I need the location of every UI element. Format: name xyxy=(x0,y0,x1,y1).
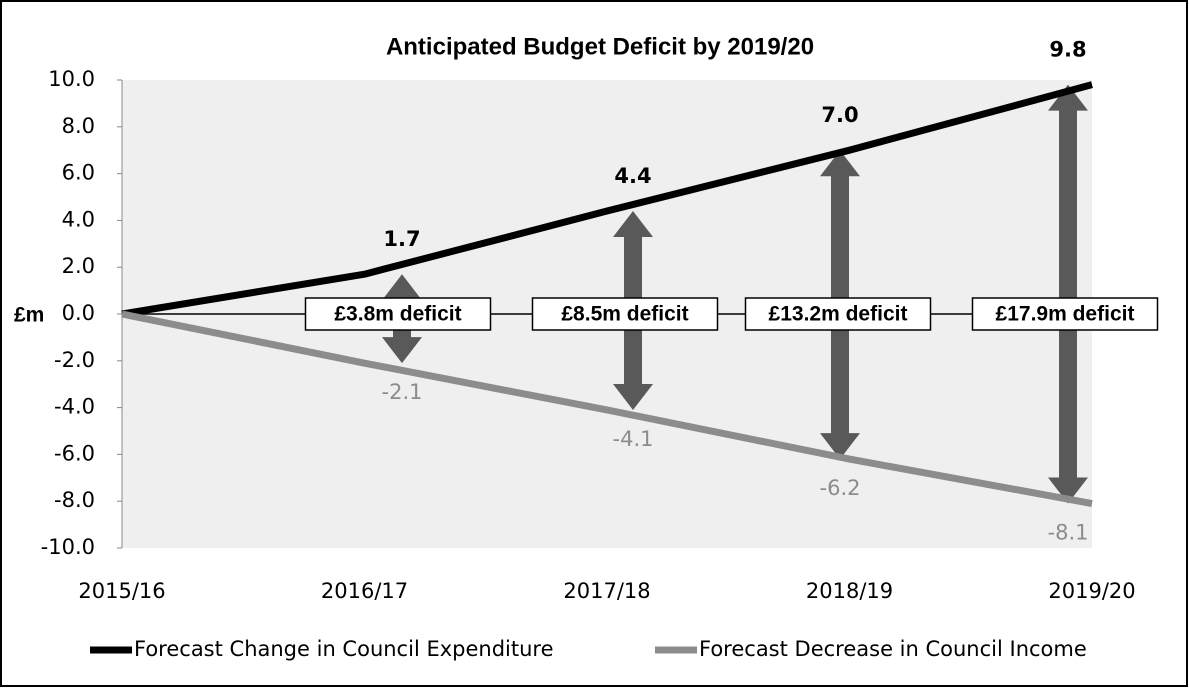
y-tick-label: 10.0 xyxy=(48,67,95,91)
series-line xyxy=(121,81,1093,318)
annotation: £3.8m deficit xyxy=(334,303,461,326)
y-tick-label: 0.0 xyxy=(62,301,95,325)
annotation-box xyxy=(971,297,1159,331)
value-label: -6.2 xyxy=(820,476,861,500)
y-tick-label: 2.0 xyxy=(62,254,95,278)
x-tick-label: 2015/16 xyxy=(78,579,165,603)
x-tick-label: 2018/19 xyxy=(806,579,893,603)
y-tick-label: -8.0 xyxy=(54,488,95,512)
annotation-box xyxy=(531,297,719,331)
annotation: £17.9m deficit xyxy=(996,303,1135,326)
value-label: 1.7 xyxy=(383,227,420,251)
deficit-arrow xyxy=(1048,84,1088,504)
annotation-box xyxy=(744,297,932,331)
y-axis-label: £m xyxy=(14,304,44,327)
y-tick-label: -4.0 xyxy=(54,395,95,419)
y-tick-label: 4.0 xyxy=(62,207,95,231)
series-line xyxy=(121,310,1093,507)
y-tick-label: -2.0 xyxy=(54,348,95,372)
legend-label: Forecast Change in Council Expenditure xyxy=(134,637,554,661)
y-tick-label: -10.0 xyxy=(41,535,95,559)
annotation: £13.2m deficit xyxy=(769,303,908,326)
y-tick-label: -6.0 xyxy=(54,441,95,465)
value-label: 7.0 xyxy=(821,103,858,127)
y-tick-label: 6.0 xyxy=(62,161,95,185)
value-label: -4.1 xyxy=(613,427,654,451)
value-label: 4.4 xyxy=(614,164,651,188)
y-tick-label: 8.0 xyxy=(62,114,95,138)
legend-label: Forecast Decrease in Council Income xyxy=(699,637,1087,661)
value-label: 9.8 xyxy=(1049,38,1086,62)
x-tick-label: 2017/18 xyxy=(563,579,650,603)
x-tick-label: 2019/20 xyxy=(1048,579,1135,603)
x-tick-label: 2016/17 xyxy=(321,579,408,603)
annotation-box xyxy=(304,297,492,331)
value-label: -8.1 xyxy=(1048,521,1089,545)
chart-title: Anticipated Budget Deficit by 2019/20 xyxy=(386,33,814,60)
value-label: -2.1 xyxy=(382,380,423,404)
annotation: £8.5m deficit xyxy=(561,303,688,326)
